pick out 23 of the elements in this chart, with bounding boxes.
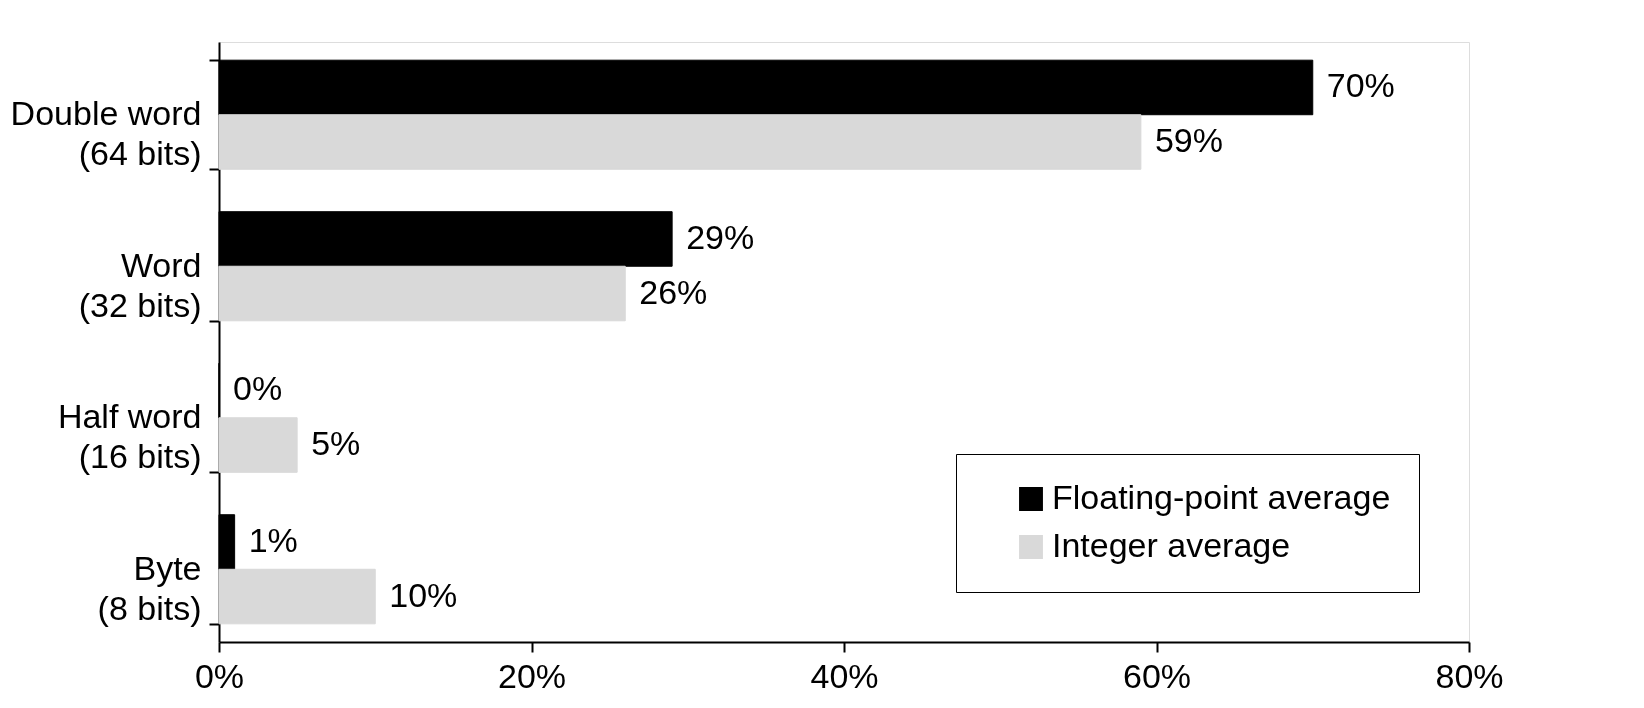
bar [218, 568, 376, 625]
x-tick-label: 0% [194, 656, 245, 695]
x-tick-label: 80% [1435, 656, 1504, 695]
data-label: 59% [1154, 121, 1223, 159]
x-tick-label: 60% [1122, 656, 1192, 695]
data-label: 29% [686, 217, 755, 256]
bar [218, 265, 626, 322]
bar [218, 114, 1142, 170]
y-tick-label: Double word (64 bits) [10, 94, 202, 173]
bar [218, 417, 298, 473]
y-tick-label: Word (32 bits) [78, 245, 202, 324]
legend-label: Integer average [1052, 526, 1291, 564]
data-label: 70% [1326, 66, 1395, 105]
y-tick-label: Half word (16 bits) [57, 397, 202, 476]
x-tick-label: 40% [810, 656, 879, 695]
data-label: 10% [389, 575, 458, 614]
x-tick-label: 20% [497, 656, 567, 695]
data-label: 26% [639, 272, 708, 311]
data-label: 0% [233, 369, 283, 408]
data-label: 1% [248, 521, 298, 559]
data-label: 5% [311, 424, 361, 463]
legend-label: Floating-point average [1052, 478, 1391, 516]
y-tick-label: Byte (8 bits) [97, 548, 202, 627]
